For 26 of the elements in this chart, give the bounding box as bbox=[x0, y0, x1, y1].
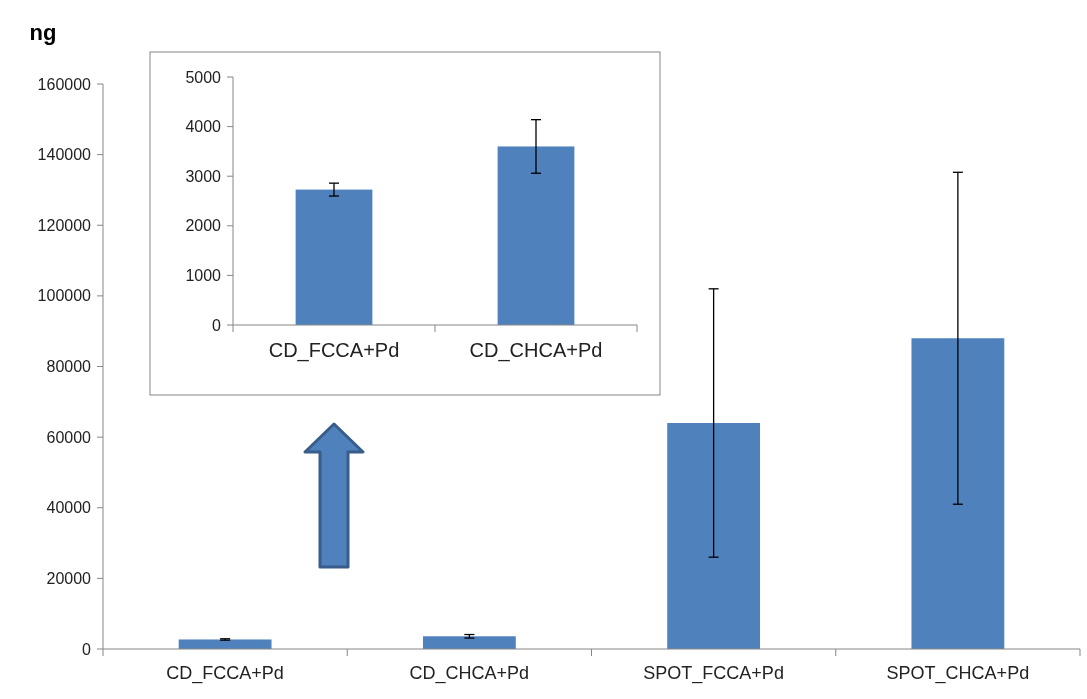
bar bbox=[422, 636, 516, 649]
y-tick-label: 0 bbox=[212, 316, 222, 334]
y-tick-label: 0 bbox=[82, 640, 92, 658]
bar bbox=[178, 639, 272, 649]
x-tick-label: CD_CHCA+Pd bbox=[469, 339, 603, 362]
y-tick-label: 160000 bbox=[37, 75, 92, 93]
y-axis-title: ng bbox=[29, 20, 57, 45]
y-tick-label: 5000 bbox=[185, 68, 222, 86]
y-tick-label: 2000 bbox=[185, 217, 222, 235]
y-tick-label: 4000 bbox=[185, 118, 222, 136]
y-tick-label: 100000 bbox=[37, 287, 92, 305]
y-tick-label: 1000 bbox=[185, 267, 222, 284]
y-tick-label: 80000 bbox=[46, 358, 92, 376]
bar bbox=[667, 423, 761, 649]
y-tick-label: 140000 bbox=[37, 146, 92, 164]
x-tick-label: CD_FCCA+Pd bbox=[166, 663, 284, 684]
x-tick-label: SPOT_CHCA+Pd bbox=[886, 663, 1030, 684]
y-tick-label: 20000 bbox=[46, 569, 92, 587]
y-tick-label: 120000 bbox=[37, 216, 92, 234]
y-tick-label: 3000 bbox=[185, 167, 222, 185]
bar bbox=[911, 338, 1005, 649]
x-tick-label: CD_CHCA+Pd bbox=[409, 663, 530, 684]
y-tick-label: 40000 bbox=[46, 499, 92, 517]
x-tick-label: SPOT_FCCA+Pd bbox=[643, 663, 784, 684]
x-tick-label: CD_FCCA+Pd bbox=[268, 339, 400, 362]
y-tick-label: 60000 bbox=[46, 428, 92, 446]
